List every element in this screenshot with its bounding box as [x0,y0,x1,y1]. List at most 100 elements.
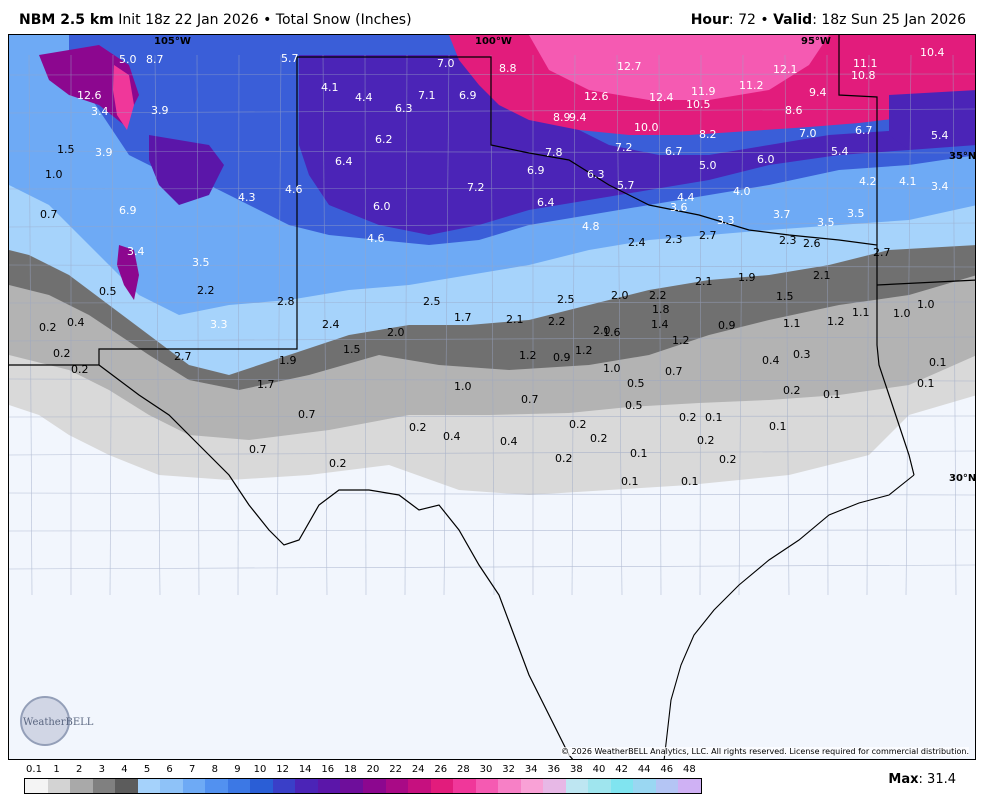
county-line [9,492,975,496]
legend-tick-label: 40 [592,764,606,775]
county-lines [9,54,975,596]
snow-value-label: 0.5 [99,285,117,298]
snow-value-label: 0.1 [705,411,723,424]
valid-label: Valid [773,12,813,28]
snow-value-label: 4.2 [859,175,877,188]
county-line [404,54,408,596]
snow-value-label: 6.7 [855,124,873,137]
snow-value-label: 8.8 [499,62,517,75]
county-line [9,222,975,228]
snow-value-labels: 5.0 8.7 5.7 7.0 8.8 12.7 12.1 11.110.8 10.4 4.1 4.… [39,46,949,488]
county-line [28,54,33,596]
legend-swatch [498,779,521,793]
snow-value-label: 1.5 [776,290,794,303]
snow-value-label: 4.3 [238,191,256,204]
snow-value-label: 1.9 [279,354,297,367]
legend-tick-label: 7 [189,764,196,775]
county-line [738,54,744,596]
snow-value-label: 4.6 [285,183,303,196]
snow-value-label: 0.7 [249,443,267,456]
county-line [952,54,957,596]
snow-value-label: 0.7 [298,408,316,421]
snow-value-label: 3.5 [817,216,835,229]
hour-value: : 72 [728,12,756,28]
legend-tick-label: 42 [615,764,628,775]
snow-value-label: 12.6 [77,89,102,102]
county-line [866,54,870,596]
snow-value-label: 3.3 [717,214,735,227]
legend-tick-label: 38 [570,764,583,775]
snow-value-label: 2.3 [779,234,797,247]
model-name: NBM 2.5 km [19,12,114,28]
snow-value-label: 12.6 [584,90,609,103]
snow-value-label: 1.4 [651,318,669,331]
legend-swatch [250,779,273,793]
county-line [109,54,114,596]
snow-value-label: 2.1 [813,269,831,282]
legend-swatch [520,779,544,793]
snow-value-label: 6.7 [665,145,683,158]
legend-tick-label: 9 [234,764,241,775]
snow-band-west-hi [113,65,134,130]
coastline [663,474,915,759]
snow-value-label: 1.0 [454,380,472,393]
snow-value-label: 0.2 [71,363,89,376]
county-line [9,564,975,570]
legend-swatch [385,779,409,793]
county-line [9,378,975,382]
snow-value-label: 2.5 [557,293,575,306]
legend-swatch [160,779,183,793]
hour-label: Hour [690,12,729,28]
gulf-of-mexico [657,475,975,759]
snow-value-label: 2.1 [506,313,524,326]
legend-color-bar [24,778,702,794]
legend-tick-label: 22 [389,764,402,775]
snow-value-label: 1.1 [783,317,801,330]
legend-swatch [182,779,206,793]
legend-swatch [70,779,93,793]
legend-tick-label: 28 [457,764,470,775]
snow-value-label: 11.9 [691,85,716,98]
snow-value-label: 1.0 [45,168,63,181]
snow-value-label: 0.1 [929,356,947,369]
county-line [9,529,975,532]
legend-tick-label: 6 [166,764,173,775]
snow-value-label: 6.9 [527,164,545,177]
legend-swatch [362,779,386,793]
county-line [905,54,912,596]
snow-band-west-3 [149,135,224,205]
snow-value-label: 0.4 [500,435,518,448]
snow-value-label: 1.0 [603,362,621,375]
max-number: : 31.4 [918,772,956,787]
snow-value-label: 1.0 [917,298,935,311]
legend-swatch [115,779,138,793]
county-line [658,54,662,596]
snow-value-label: 3.6 [670,201,688,214]
snow-value-label: 6.3 [587,168,605,181]
legend-swatch [565,779,589,793]
snow-value-label: 9.4 [809,86,827,99]
county-line [9,73,975,76]
snow-value-label: 5.0 [119,53,137,66]
snow-value-label: 2.4 [322,318,340,331]
snow-value-label: 0.2 [679,411,697,424]
legend-swatch [92,779,116,793]
county-line [616,54,623,596]
snow-value-label: 11.1 [853,57,878,70]
snow-value-label: 2.0 [387,326,405,339]
legend-swatch [227,779,251,793]
snow-value-label: 2.2 [197,284,215,297]
snow-value-label: 2.5 [423,295,441,308]
snow-value-label: 9.4 [569,111,587,124]
snow-value-label: 0.5 [625,399,643,412]
snow-value-label: 0.7 [665,365,683,378]
snow-value-label: 2.7 [873,246,891,259]
snow-value-label: 1.0 [893,307,911,320]
snow-value-label: 10.8 [851,69,876,82]
snow-value-label: 3.4 [931,180,949,193]
snow-value-label: 4.0 [733,185,751,198]
snow-value-label: 0.9 [553,351,571,364]
legend-tick-label: 1 [53,764,60,775]
county-line [196,54,200,596]
county-line [9,450,975,456]
